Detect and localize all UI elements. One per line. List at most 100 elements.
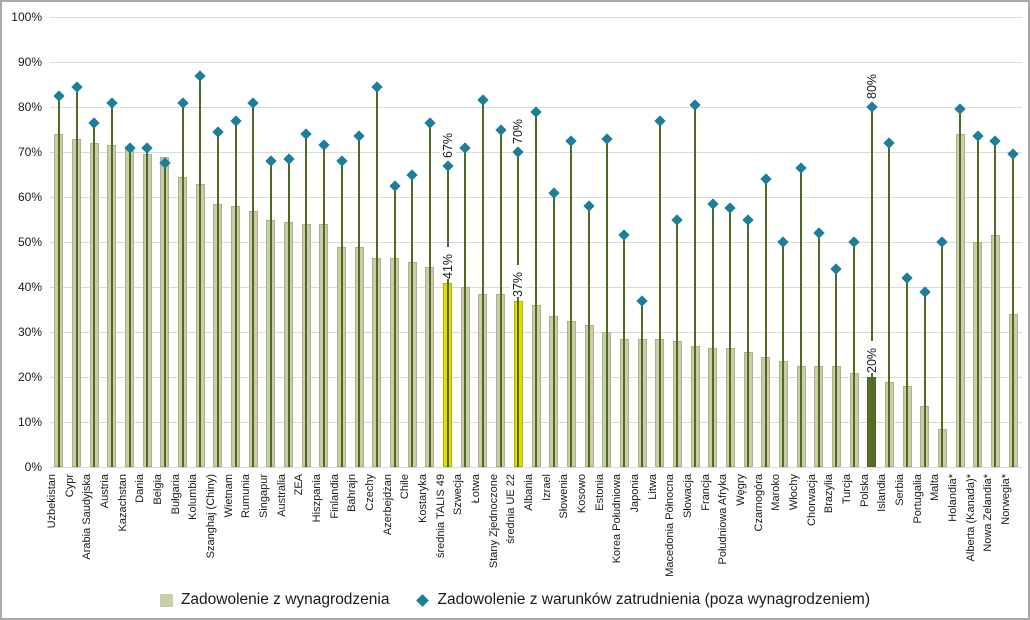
diamond-marker — [353, 130, 365, 142]
marker-stem — [234, 120, 237, 467]
diamond-marker — [406, 168, 418, 181]
marker-stem — [428, 122, 431, 467]
y-axis-tick-label: 0% — [24, 460, 42, 474]
bar-value-label: 37% — [510, 264, 527, 297]
category-label: Azerbejdżan — [381, 474, 394, 536]
marker-stem — [923, 291, 926, 467]
point-value-label: 80% — [863, 67, 880, 99]
gridline — [50, 62, 1022, 63]
category-label: Szwecja — [452, 474, 465, 515]
category-label: Włochy — [788, 474, 801, 511]
category-label: Chile — [399, 474, 412, 500]
category-label: Brazylia — [823, 474, 836, 514]
marker-stem — [694, 104, 697, 467]
diamond-marker — [813, 227, 825, 239]
marker-stem — [481, 100, 484, 467]
y-axis-tick-label: 90% — [17, 55, 42, 69]
marker-stem — [764, 179, 767, 467]
diamond-marker — [671, 213, 684, 226]
marker-stem — [163, 163, 166, 467]
marker-stem — [641, 300, 644, 467]
category-label: Belgia — [151, 474, 164, 505]
category-label: Alberta (Kanada)* — [964, 474, 977, 562]
marker-stem — [747, 219, 750, 467]
category-label: Austria — [98, 474, 111, 509]
category-label: Holandia* — [947, 474, 960, 522]
marker-stem — [358, 136, 361, 467]
marker-stem — [535, 111, 537, 467]
diamond-marker — [601, 132, 613, 145]
marker-stem — [570, 140, 573, 467]
category-label: Kolumbia — [187, 474, 200, 520]
category-label: Finlandia — [328, 474, 341, 519]
diamond-marker — [954, 103, 966, 115]
category-label: Norwegia* — [1000, 474, 1013, 525]
y-axis-tick-label: 100% — [11, 10, 42, 24]
marker-stem — [93, 122, 96, 467]
marker-stem — [375, 86, 378, 467]
diamond-marker — [70, 81, 83, 93]
point-value-label: 70% — [510, 112, 527, 144]
marker-stem — [287, 158, 290, 467]
marker-stem — [623, 235, 626, 467]
category-label: Południowa Afryka — [717, 474, 730, 565]
marker-stem — [906, 278, 909, 467]
diamond-marker — [636, 294, 648, 307]
diamond-marker — [901, 272, 913, 284]
marker-stem — [800, 167, 803, 467]
category-label: Węgry — [735, 474, 748, 506]
category-label: średnia UE 22 — [505, 474, 518, 544]
diamond-marker — [335, 155, 348, 167]
marker-stem — [252, 102, 255, 467]
marker-stem — [446, 165, 449, 467]
y-axis-tick-label: 20% — [17, 370, 42, 384]
marker-stem — [711, 203, 714, 467]
diamond-marker — [512, 146, 524, 158]
diamond-marker — [1007, 148, 1019, 160]
marker-stem — [676, 219, 679, 467]
diamond-marker — [760, 173, 772, 185]
y-axis-tick-label: 60% — [17, 190, 42, 204]
diamond-marker — [441, 159, 454, 172]
category-label: Hiszpania — [310, 474, 323, 523]
y-axis-tick-label: 50% — [17, 235, 42, 249]
bar-value-label: 20% — [863, 341, 880, 373]
marker-stem — [393, 185, 396, 467]
marker-stem — [782, 242, 785, 467]
bar-value-label: 41% — [439, 246, 456, 279]
category-label: Chorwacja — [805, 474, 818, 526]
marker-stem — [853, 242, 856, 467]
marker-stem — [128, 147, 131, 467]
category-label: Singapur — [257, 474, 270, 519]
marker-stem — [817, 233, 820, 467]
diamond-marker — [989, 135, 1002, 147]
marker-stem — [181, 102, 184, 467]
y-axis-tick-label: 80% — [17, 100, 42, 114]
category-label: Francja — [699, 474, 712, 511]
marker-stem — [658, 120, 661, 467]
category-label: Turcja — [841, 474, 854, 505]
point-value-label: 67% — [439, 125, 456, 158]
category-label: średnia TALIS 49 — [434, 474, 447, 558]
category-label: Cypr — [63, 474, 76, 498]
diamond-series-swatch — [415, 593, 429, 607]
category-label: Litwa — [646, 474, 659, 500]
category-label: Kazachstan — [116, 474, 129, 532]
y-axis-tick-label: 40% — [17, 280, 42, 294]
diamond-marker — [936, 236, 949, 248]
category-label: Izrael — [540, 474, 553, 501]
diamond-marker — [53, 90, 65, 102]
gridline — [50, 467, 1022, 468]
category-label: Czarnogóra — [752, 474, 765, 532]
category-label: Stany Zjednoczone — [487, 474, 500, 569]
category-label: Uzbekistan — [45, 474, 58, 529]
category-label: Japonia — [629, 474, 642, 513]
marker-stem — [464, 147, 467, 467]
category-label: Rumunia — [240, 474, 253, 519]
category-label: ZEA — [293, 474, 306, 496]
category-label: Malta — [929, 474, 942, 501]
diamond-marker — [388, 180, 401, 192]
chart-legend: Zadowolenie z wynagrodzenia Zadowolenie … — [2, 584, 1028, 616]
